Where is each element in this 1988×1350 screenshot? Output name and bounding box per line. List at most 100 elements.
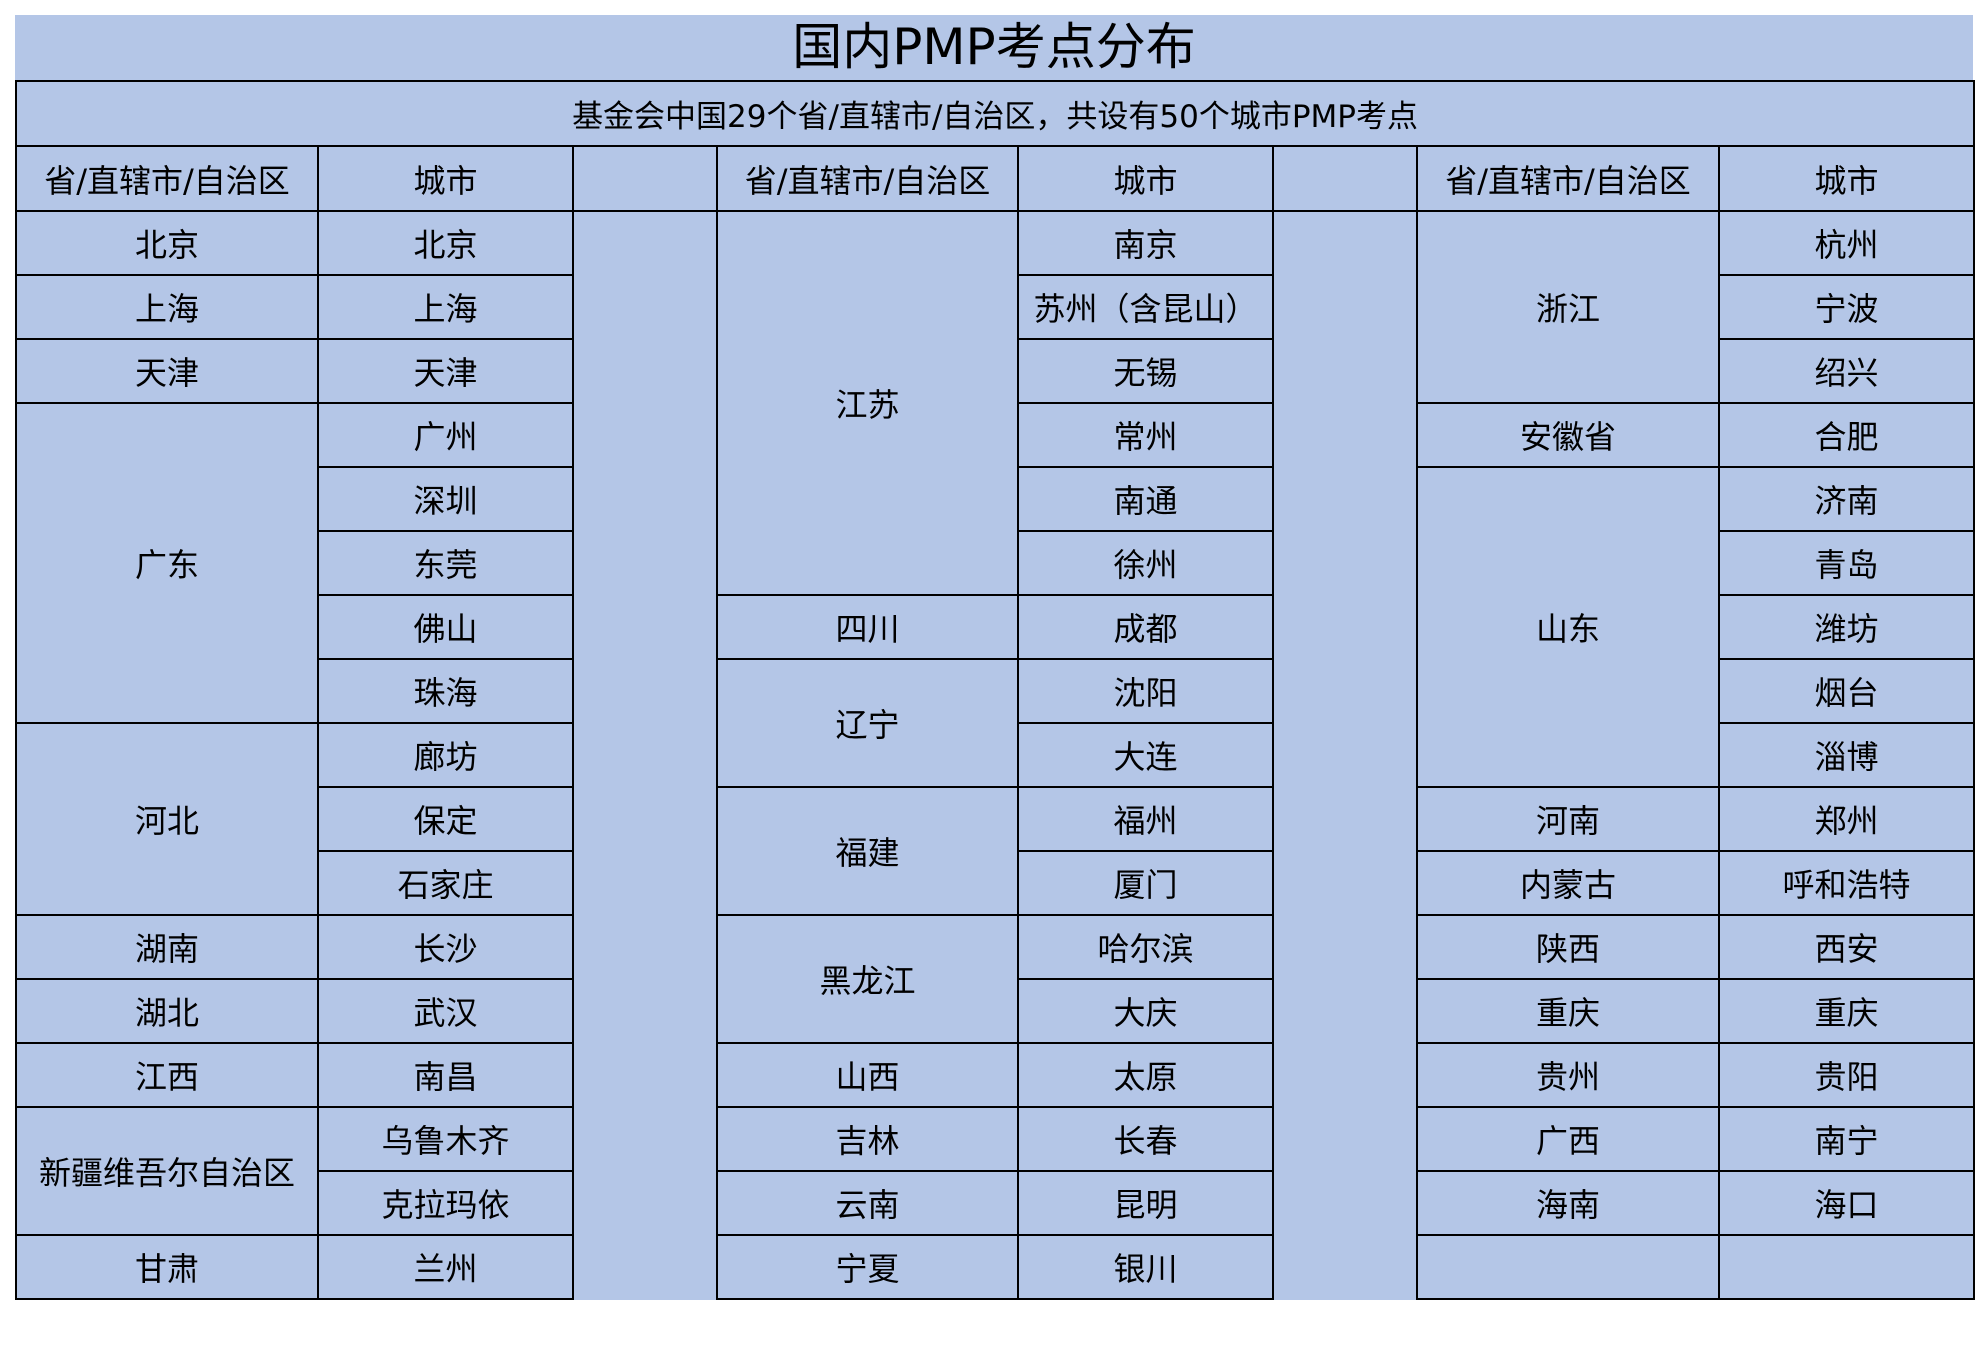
city-cell: 太原 (1017, 1042, 1274, 1108)
table-row: 广东 广州 常州 安徽省 合肥 (15, 402, 1976, 724)
table-row: 江西 南昌 山西 太原 贵州 贵阳 (15, 1042, 1976, 1108)
province-cell: 甘肃 (15, 1234, 319, 1300)
table-row: 石家庄 厦门 内蒙古 呼和浩特 (16, 850, 1976, 916)
province-cell: 黑龙江 (716, 914, 1019, 1044)
city-cell: 呼和浩特 (1717, 850, 1976, 916)
city-cell: 常州 (1017, 402, 1274, 468)
table-row: 佛山 四川 成都 潍坊 (16, 594, 1976, 660)
header-row: 省/直辖市/自治区 城市 省/直辖市/自治区 城市 省/直辖市/自治区 城市 (15, 145, 1976, 212)
city-cell: 潍坊 (1717, 594, 1976, 660)
city-cell: 南京 (1017, 210, 1274, 276)
city-cell: 苏州（含昆山） (1017, 274, 1274, 340)
city-cell: 南通 (1017, 466, 1274, 532)
province-cell: 江西 (15, 1042, 319, 1108)
province-cell: 北京 (15, 210, 319, 276)
city-cell: 保定 (317, 786, 574, 852)
province-cell: 宁夏 (716, 1234, 1019, 1300)
city-cell: 海口 (1717, 1170, 1976, 1236)
province-cell: 四川 (716, 594, 1019, 660)
province-cell: 山东 (1416, 466, 1720, 788)
city-cell: 哈尔滨 (1017, 914, 1274, 980)
city-cell: 宁波 (1717, 274, 1976, 340)
city-cell: 无锡 (1017, 338, 1274, 404)
table-row: 克拉玛依 云南 昆明 海南 海口 (16, 1170, 1976, 1236)
table-row: 上海 上海 苏州（含昆山） 宁波 (15, 274, 1976, 340)
header-city: 城市 (317, 145, 574, 212)
province-cell: 福建 (716, 786, 1019, 916)
city-cell: 沈阳 (1017, 658, 1274, 724)
province-cell: 广西 (1416, 1106, 1720, 1172)
subtitle-row: 基金会中国29个省/直辖市/自治区，共设有50个城市PMP考点 (14, 80, 1976, 147)
header-province: 省/直辖市/自治区 (716, 145, 1019, 212)
city-cell: 昆明 (1017, 1170, 1274, 1236)
header-spacer (572, 145, 718, 212)
header-spacer (1272, 145, 1418, 212)
province-cell: 内蒙古 (1416, 850, 1720, 916)
city-cell: 兰州 (317, 1234, 574, 1300)
province-cell: 新疆维吾尔自治区 (15, 1106, 319, 1236)
city-cell: 绍兴 (1717, 338, 1976, 404)
table-row: 东莞 徐州 青岛 (16, 530, 1976, 596)
city-cell: 福州 (1017, 786, 1274, 852)
province-cell: 上海 (15, 274, 319, 340)
city-cell: 济南 (1717, 466, 1976, 532)
table-row: 深圳 南通 山东 济南 (16, 466, 1976, 788)
table-row: 甘肃 兰州 宁夏 银川 (15, 1234, 1976, 1300)
table-row: 新疆维吾尔自治区 乌鲁木齐 吉林 长春 广西 南宁 (15, 1106, 1976, 1236)
table-row: 保定 福建 福州 河南 郑州 (16, 786, 1976, 916)
province-cell (1416, 1234, 1720, 1300)
province-cell: 江苏 (716, 210, 1019, 596)
city-cell: 南宁 (1717, 1106, 1976, 1172)
province-cell: 辽宁 (716, 658, 1019, 788)
city-cell: 武汉 (317, 978, 574, 1044)
city-cell: 上海 (317, 274, 574, 340)
city-cell: 石家庄 (317, 850, 574, 916)
province-cell: 陕西 (1416, 914, 1720, 980)
subtitle: 基金会中国29个省/直辖市/自治区，共设有50个城市PMP考点 (14, 80, 1976, 147)
table-row: 北京 北京 江苏 南京 浙江 杭州 (15, 210, 1976, 1299)
city-cell: 银川 (1017, 1234, 1274, 1300)
city-cell: 长沙 (317, 914, 574, 980)
province-cell: 湖南 (15, 914, 319, 980)
city-cell: 珠海 (317, 658, 574, 724)
province-cell: 安徽省 (1416, 402, 1720, 468)
city-cell: 大庆 (1017, 978, 1274, 1044)
city-cell: 南昌 (317, 1042, 574, 1108)
city-cell: 重庆 (1717, 978, 1976, 1044)
province-cell: 浙江 (1416, 210, 1720, 404)
column-spacer (1272, 211, 1418, 1299)
city-cell: 大连 (1017, 722, 1274, 788)
city-cell: 青岛 (1717, 530, 1976, 596)
table-row: 河北 廊坊 大连 淄博 (15, 722, 1976, 916)
page-title: 国内PMP考点分布 (15, 15, 1973, 80)
city-cell: 合肥 (1717, 402, 1976, 468)
province-cell: 广东 (15, 402, 319, 724)
province-cell: 天津 (15, 338, 319, 404)
city-cell (1717, 1234, 1976, 1300)
city-cell: 佛山 (317, 594, 574, 660)
city-cell: 杭州 (1717, 210, 1976, 276)
province-cell: 贵州 (1416, 1042, 1720, 1108)
city-cell: 克拉玛依 (317, 1170, 574, 1236)
table-body: 北京 北京 江苏 南京 浙江 杭州 上海 上海 苏州（含昆山） 宁波 天津 天津 无锡 绍兴 广东 广州 常州 安… (15, 210, 1976, 1300)
province-cell: 湖北 (15, 978, 319, 1044)
province-cell: 吉林 (716, 1106, 1019, 1172)
city-cell: 贵阳 (1717, 1042, 1976, 1108)
table-row: 天津 天津 无锡 绍兴 (15, 338, 1976, 404)
city-cell: 北京 (317, 210, 574, 276)
province-cell: 重庆 (1416, 978, 1720, 1044)
city-cell: 廊坊 (317, 722, 574, 788)
city-cell: 烟台 (1717, 658, 1976, 724)
city-cell: 深圳 (317, 466, 574, 532)
city-cell: 成都 (1017, 594, 1274, 660)
header-province: 省/直辖市/自治区 (15, 145, 319, 212)
exam-sites-table: 基金会中国29个省/直辖市/自治区，共设有50个城市PMP考点 省/直辖市/自治… (14, 80, 1976, 1300)
city-cell: 厦门 (1017, 850, 1274, 916)
header-city: 城市 (1717, 145, 1976, 212)
province-cell: 云南 (716, 1170, 1019, 1236)
header-city: 城市 (1017, 145, 1274, 212)
city-cell: 天津 (317, 338, 574, 404)
table-row: 湖北 武汉 大庆 重庆 重庆 (15, 978, 1976, 1044)
header-province: 省/直辖市/自治区 (1416, 145, 1720, 212)
city-cell: 西安 (1717, 914, 1976, 980)
